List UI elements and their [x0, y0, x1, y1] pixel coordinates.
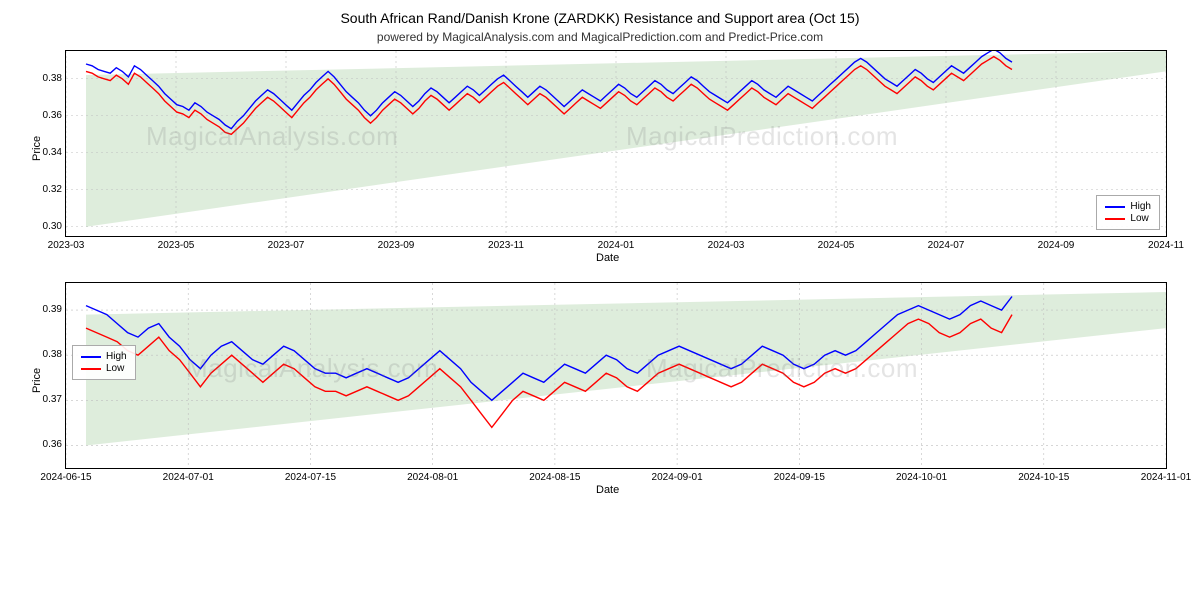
legend-item-low: Low [1105, 213, 1151, 224]
legend-2: High Low [72, 345, 136, 380]
legend-label-high: High [106, 351, 127, 362]
x-tick-label: 2024-08-01 [403, 472, 463, 483]
legend-1: High Low [1096, 195, 1160, 230]
y-tick-label: 0.30 [28, 221, 62, 232]
y-tick-label: 0.39 [28, 304, 62, 315]
legend-line-high [1105, 206, 1125, 208]
legend-item-low: Low [81, 363, 127, 374]
x-tick-label: 2024-05 [806, 240, 866, 251]
legend-line-low [1105, 218, 1125, 220]
y-tick-label: 0.36 [28, 439, 62, 450]
x-tick-label: 2024-06-15 [36, 472, 96, 483]
x-tick-label: 2024-07 [916, 240, 976, 251]
x-tick-label: 2024-09-01 [647, 472, 707, 483]
y-tick-label: 0.38 [28, 349, 62, 360]
x-tick-label: 2023-09 [366, 240, 426, 251]
legend-item-high: High [1105, 201, 1151, 212]
legend-label-low: Low [1130, 213, 1148, 224]
chart-subtitle: powered by MagicalAnalysis.com and Magic… [10, 30, 1190, 44]
x-tick-label: 2024-09 [1026, 240, 1086, 251]
legend-item-high: High [81, 351, 127, 362]
y-tick-label: 0.32 [28, 184, 62, 195]
legend-label-low: Low [106, 363, 124, 374]
x-tick-label: 2023-05 [146, 240, 206, 251]
x-tick-label: 2024-01 [586, 240, 646, 251]
x-tick-label: 2024-10-01 [892, 472, 952, 483]
x-tick-label: 2023-11 [476, 240, 536, 251]
x-tick-label: 2024-07-15 [280, 472, 340, 483]
y-axis-label-1: Price [31, 136, 43, 161]
x-tick-label: 2024-11 [1136, 240, 1196, 251]
panel-bottom: MagicalAnalysis.com MagicalPrediction.co… [65, 282, 1167, 469]
x-tick-label: 2024-03 [696, 240, 756, 251]
x-tick-label: 2024-07-01 [158, 472, 218, 483]
x-tick-label: 2024-11-01 [1136, 472, 1196, 483]
x-tick-label: 2024-08-15 [525, 472, 585, 483]
y-tick-label: 0.36 [28, 110, 62, 121]
legend-label-high: High [1130, 201, 1151, 212]
y-tick-label: 0.38 [28, 73, 62, 84]
x-tick-label: 2023-07 [256, 240, 316, 251]
plot-svg-2 [66, 283, 1166, 468]
chart-title: South African Rand/Danish Krone (ZARDKK)… [10, 10, 1190, 26]
plot-svg-1 [66, 51, 1166, 236]
x-axis-label-2: Date [596, 484, 619, 496]
x-tick-label: 2024-09-15 [769, 472, 829, 483]
x-axis-label-1: Date [596, 252, 619, 264]
chart-container: South African Rand/Danish Krone (ZARDKK)… [10, 10, 1190, 469]
y-tick-label: 0.37 [28, 394, 62, 405]
y-axis-label-2: Price [31, 368, 43, 393]
legend-line-high [81, 356, 101, 358]
panel-top: MagicalAnalysis.com MagicalPrediction.co… [65, 50, 1167, 237]
x-tick-label: 2024-10-15 [1014, 472, 1074, 483]
legend-line-low [81, 368, 101, 370]
x-tick-label: 2023-03 [36, 240, 96, 251]
